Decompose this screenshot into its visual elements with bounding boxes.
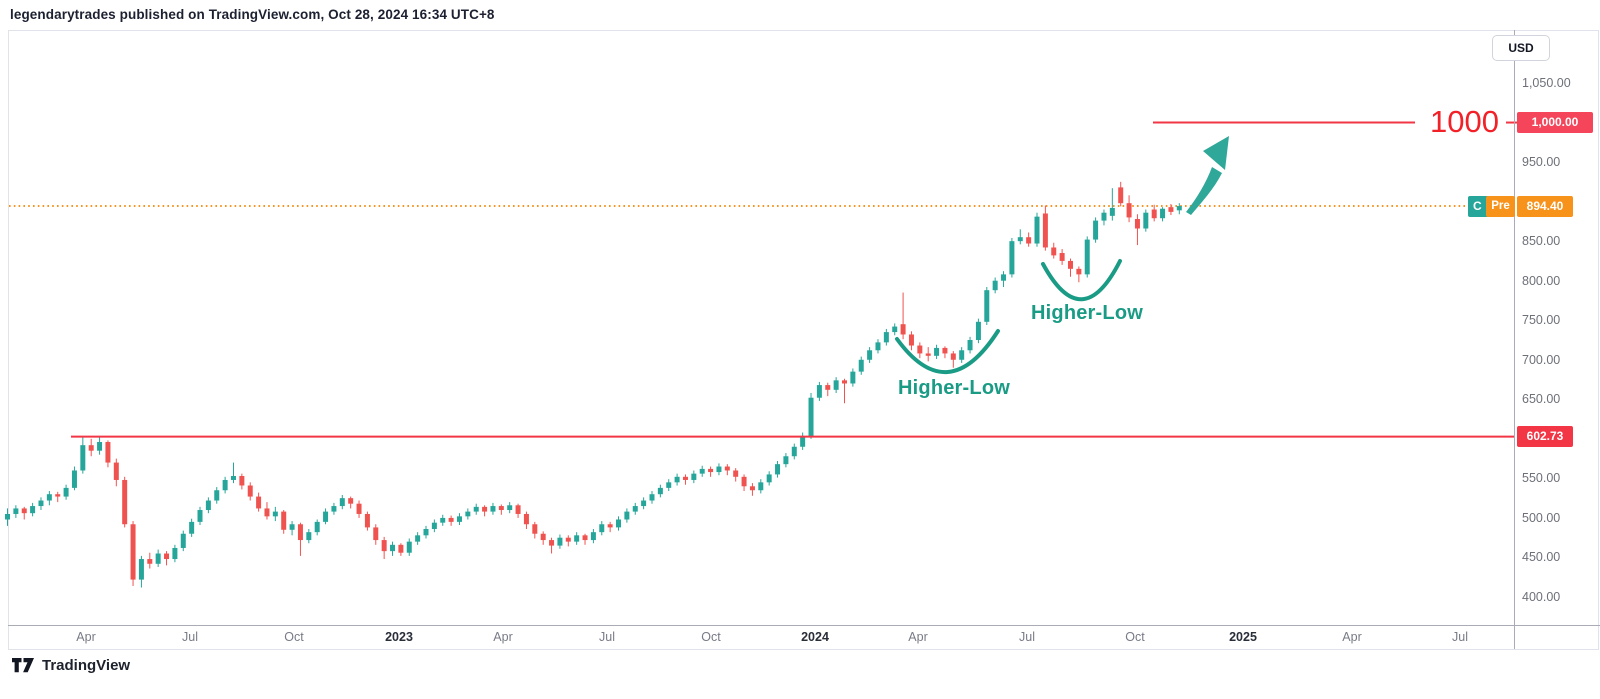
time-tick-label: Jul	[1452, 630, 1468, 644]
price-tick-label: 400.00	[1522, 590, 1561, 604]
time-tick-label: Apr	[76, 630, 96, 644]
time-tick-label: Jul	[182, 630, 198, 644]
higher-low-label-1: Higher-Low	[898, 377, 1010, 399]
support-price-badge: 602.73	[1517, 426, 1573, 448]
time-tick-label: 2025	[1229, 630, 1257, 644]
time-tick-label: Apr	[493, 630, 513, 644]
price-tick-label: 500.00	[1522, 510, 1561, 525]
tradingview-logo-icon	[12, 658, 34, 673]
price-tick-label: 450.00	[1522, 550, 1561, 565]
attribution-text[interactable]: legendarytrades published on TradingView…	[10, 7, 495, 22]
price-tick-label: 650.00	[1522, 392, 1561, 407]
price-tick-label: 800.00	[1522, 273, 1561, 288]
time-tick-label: 2023	[385, 630, 413, 644]
up-arrow-drawing	[1186, 136, 1229, 215]
time-tick-label: 2024	[801, 630, 829, 644]
chart-frame	[8, 30, 1599, 650]
candles-layer	[5, 181, 1182, 588]
higher-low-label-2: Higher-Low	[1031, 302, 1143, 324]
premarket-price-badge: 894.40	[1517, 195, 1573, 217]
time-tick-label: Jul	[599, 630, 615, 644]
currency-usd-button[interactable]: USD	[1492, 35, 1550, 61]
price-tick-label: 950.00	[1522, 155, 1561, 170]
price-tick-label: 1,050.00	[1522, 76, 1571, 90]
axis-separators	[8, 30, 1600, 649]
premarket-session-badge: Pre	[1486, 195, 1515, 217]
price-tick-label: 850.00	[1522, 234, 1561, 249]
time-tick-label: Apr	[908, 630, 928, 644]
time-tick-label: Apr	[1342, 630, 1362, 644]
time-tick-label: Jul	[1019, 630, 1035, 644]
drawn-lines-layer	[71, 121, 1518, 438]
higher-low-arc-1	[895, 329, 1000, 375]
price-tick-label: 700.00	[1522, 352, 1561, 367]
target-price-badge: 1,000.00	[1517, 112, 1593, 134]
higher-low-arc-2	[1041, 259, 1122, 302]
time-tick-label: Oct	[284, 630, 304, 644]
footer-brand[interactable]: TradingView	[12, 657, 130, 674]
time-tick-label: Oct	[701, 630, 721, 644]
price-tick-label: 550.00	[1522, 471, 1561, 486]
target-1000-label: 1000	[1430, 104, 1499, 139]
tradingview-wordmark: TradingView	[42, 657, 131, 674]
price-tick-label: 750.00	[1522, 313, 1561, 328]
time-tick-label: Oct	[1125, 630, 1145, 644]
